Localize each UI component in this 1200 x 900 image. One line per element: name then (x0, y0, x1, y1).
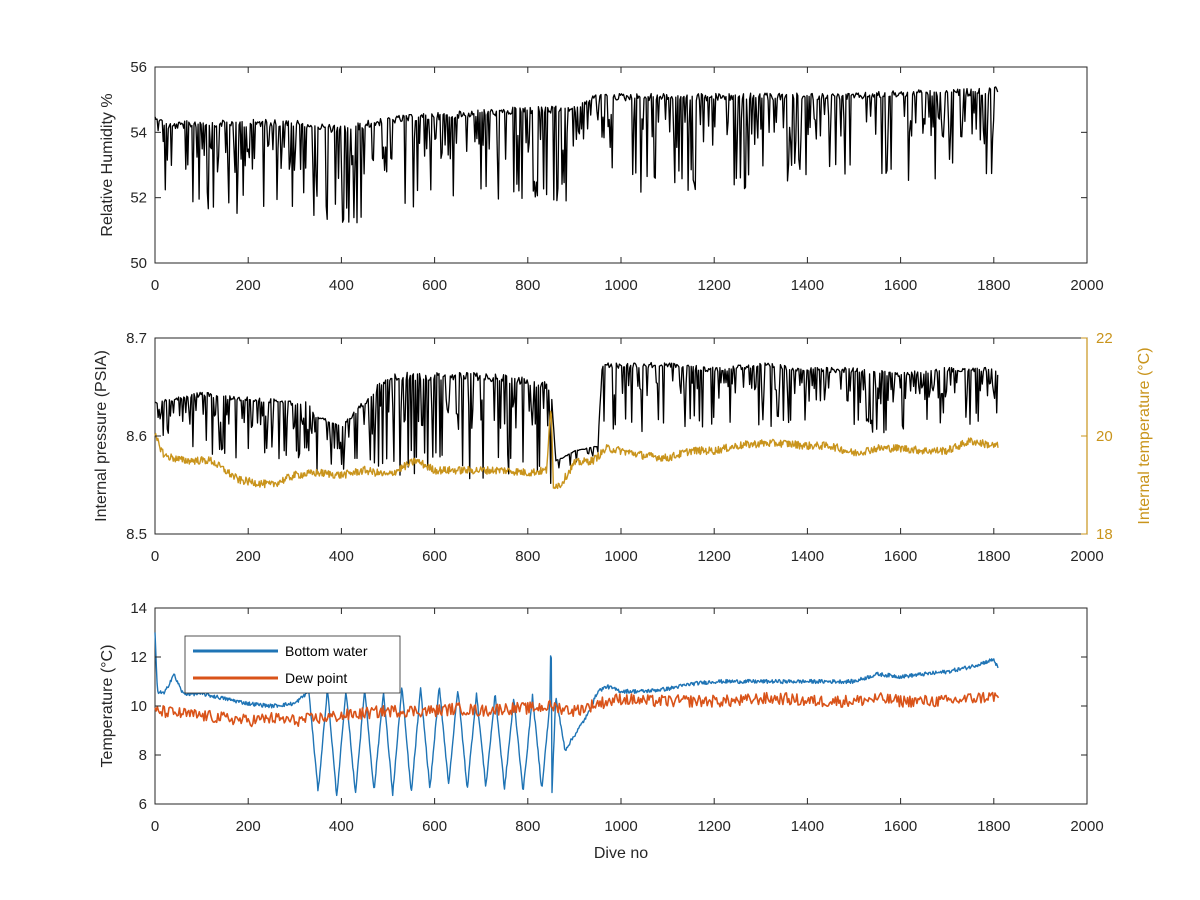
humidity-x-ticks: 0 200 400 600 800 1000 1200 1400 1600 1800 2000 (151, 67, 1104, 294)
humidity-x-tick-label: 600 (422, 277, 447, 294)
pressure-x-ticks: 0 200 400 600 800 1000 1200 1400 1600 1800 2000 (151, 338, 1104, 565)
legend-box (184, 635, 401, 694)
legend: Bottom water Dew point (184, 635, 401, 694)
internal-temperature-y-axis-label: Internal temperature (°C) (1136, 347, 1153, 524)
humidity-y-tick-label: 54 (130, 124, 147, 141)
pressure-y-tick-label: 8.6 (126, 428, 147, 445)
pressure-x-tick-label: 400 (329, 548, 354, 565)
humidity-plot-area (154, 86, 999, 224)
temperature-x-tick-label: 1800 (977, 818, 1010, 835)
temperature-y-tick-label: 6 (139, 796, 147, 813)
temperature-bottom-water-line (154, 632, 999, 797)
humidity-x-tick-label: 200 (236, 277, 261, 294)
humidity-y-tick-label: 56 (130, 59, 147, 76)
humidity-series-0-line (154, 86, 999, 224)
temperature-x-tick-label: 600 (422, 818, 447, 835)
pressure-x-tick-label: 1600 (884, 548, 917, 565)
humidity-x-tick-label: 1400 (791, 277, 824, 294)
temperature-x-tick-label: 800 (515, 818, 540, 835)
right-y-tick-label: 20 (1096, 428, 1113, 445)
legend-label-dew-point: Dew point (285, 670, 347, 686)
humidity-x-tick-label: 1200 (698, 277, 731, 294)
temperature-plot-area (154, 632, 1000, 797)
temperature-y-axis-label: Temperature (°C) (99, 645, 116, 768)
right-y-tick-label: 22 (1096, 330, 1113, 347)
pressure-x-tick-label: 1800 (977, 548, 1010, 565)
pressure-x-tick-label: 2000 (1070, 548, 1103, 565)
temperature-x-tick-label: 1600 (884, 818, 917, 835)
pressure-x-tick-label: 1000 (604, 548, 637, 565)
temperature-x-tick-label: 400 (329, 818, 354, 835)
temperature-x-tick-label: 1000 (604, 818, 637, 835)
pressure-y-tick-label: 8.5 (126, 526, 147, 543)
temperature-x-tick-label: 0 (151, 818, 159, 835)
temperature-x-tick-label: 1200 (698, 818, 731, 835)
right-y-tick-label: 18 (1096, 526, 1113, 543)
pressure-y-axis-label: Internal pressure (PSIA) (93, 350, 110, 522)
pressure-series-0-line (154, 361, 999, 485)
pressure-y-tick-label: 8.7 (126, 330, 147, 347)
humidity-x-tick-label: 1600 (884, 277, 917, 294)
temperature-y-tick-label: 12 (130, 649, 147, 666)
pressure-x-tick-label: 800 (515, 548, 540, 565)
humidity-x-tick-label: 0 (151, 277, 159, 294)
x-axis-label: Dive no (594, 845, 648, 862)
humidity-y-axis-label: Relative Humidity % (99, 93, 116, 236)
pressure-x-tick-label: 1400 (791, 548, 824, 565)
pressure-series-1-line (154, 410, 999, 490)
temperature-x-tick-label: 1400 (791, 818, 824, 835)
temperature-x-tick-label: 2000 (1070, 818, 1103, 835)
legend-label-bottom-water: Bottom water (285, 643, 368, 659)
humidity-y-tick-label: 52 (130, 190, 147, 207)
temperature-dew-point-line (154, 691, 1000, 728)
humidity-x-tick-label: 2000 (1070, 277, 1103, 294)
temperature-y-tick-label: 8 (139, 747, 147, 764)
temperature-y-tick-label: 10 (130, 698, 147, 715)
pressure-x-tick-label: 200 (236, 548, 261, 565)
humidity-panel: 0 200 400 600 800 1000 1200 1400 1600 1800 2000 50… (99, 59, 1104, 294)
pressure-x-tick-label: 1200 (698, 548, 731, 565)
humidity-y-ticks: 50 52 54 56 (130, 59, 1087, 272)
temperature-panel: 0 200 400 600 800 1000 1200 1400 1600 1800 2000 6 8… (99, 600, 1104, 862)
pressure-plot-area (154, 361, 999, 490)
temperature-x-ticks: 0 200 400 600 800 1000 1200 1400 1600 1800 2000 (151, 608, 1104, 835)
temperature-y-ticks: 6 8 10 12 14 (130, 600, 1087, 813)
humidity-x-tick-label: 1000 (604, 277, 637, 294)
pressure-x-tick-label: 600 (422, 548, 447, 565)
pressure-y-ticks: 8.5 8.6 8.7 (126, 330, 161, 543)
humidity-x-tick-label: 1800 (977, 277, 1010, 294)
temperature-x-tick-label: 200 (236, 818, 261, 835)
humidity-y-tick-label: 50 (130, 255, 147, 272)
temperature-right-y-ticks: 18 20 22 (1081, 330, 1113, 543)
humidity-x-tick-label: 400 (329, 277, 354, 294)
temperature-y-tick-label: 14 (130, 600, 147, 617)
pressure-x-tick-label: 0 (151, 548, 159, 565)
humidity-x-tick-label: 800 (515, 277, 540, 294)
pressure-panel: 0 200 400 600 800 1000 1200 1400 1600 1800 2000 8.… (93, 330, 1153, 565)
